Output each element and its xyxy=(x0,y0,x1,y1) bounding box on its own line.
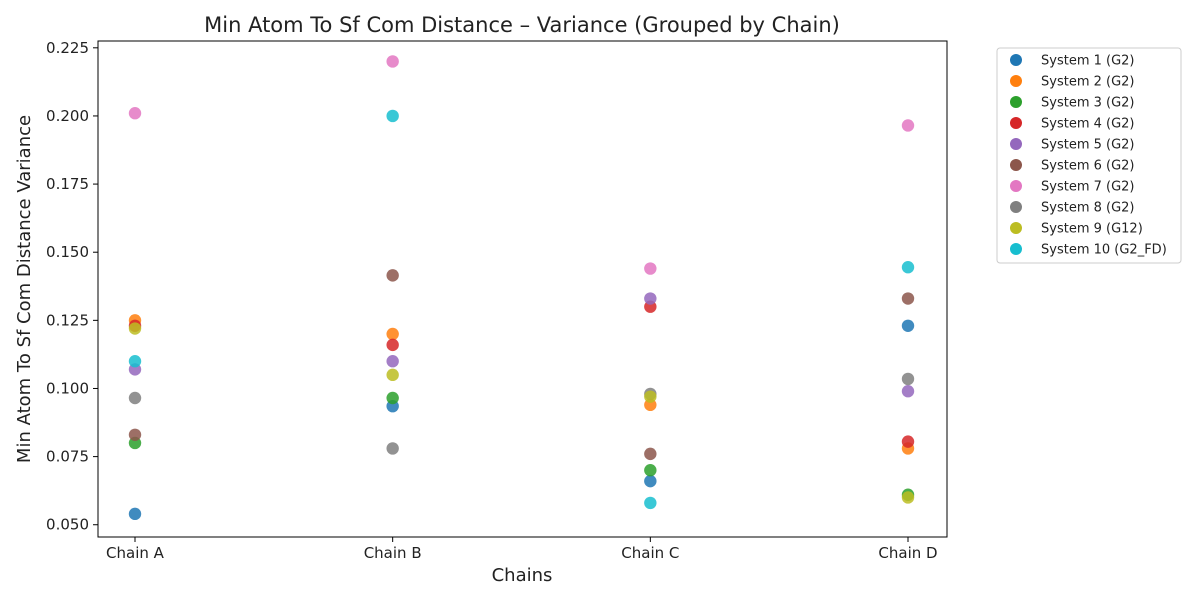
legend-label: System 7 (G2) xyxy=(1041,180,1135,195)
legend-label: System 5 (G2) xyxy=(1041,138,1135,153)
x-tick-label: Chain A xyxy=(106,544,165,562)
data-point xyxy=(128,107,142,120)
data-point xyxy=(644,262,657,275)
data-point xyxy=(901,319,915,332)
legend-label: System 9 (G12) xyxy=(1041,222,1143,237)
data-point xyxy=(644,464,657,477)
data-point xyxy=(386,355,399,368)
data-point xyxy=(644,474,657,488)
y-tick-label: 0.225 xyxy=(46,39,89,57)
data-point xyxy=(644,496,657,510)
data-point xyxy=(128,428,142,442)
x-tick-label: Chain B xyxy=(364,544,422,562)
legend-label: System 1 (G2) xyxy=(1041,54,1135,69)
data-point xyxy=(386,391,399,405)
legend-marker xyxy=(1010,96,1022,108)
y-axis-title: Min Atom To Sf Com Distance Variance xyxy=(14,115,35,463)
data-point xyxy=(386,109,399,123)
data-point xyxy=(128,322,142,335)
data-point xyxy=(901,119,915,132)
data-points xyxy=(128,55,915,521)
legend-marker xyxy=(1010,75,1022,87)
legend: System 1 (G2) System 2 (G2) System 3 (G2) S… xyxy=(996,47,1182,264)
y-tick-label: 0.050 xyxy=(46,516,89,534)
legend-marker xyxy=(1010,159,1022,171)
data-point xyxy=(901,260,915,274)
data-point xyxy=(386,442,399,455)
x-axis-title: Chains xyxy=(492,565,553,586)
data-point xyxy=(386,338,399,352)
legend-marker xyxy=(1010,54,1022,66)
data-point xyxy=(901,372,915,386)
data-point xyxy=(901,292,915,305)
legend-label: System 4 (G2) xyxy=(1041,117,1135,132)
data-point xyxy=(386,327,399,341)
legend-marker xyxy=(1010,222,1022,234)
y-tick-label: 0.100 xyxy=(46,379,89,397)
legend-label: System 10 (G2_FD) xyxy=(1041,243,1167,258)
y-tick-label: 0.125 xyxy=(46,311,89,329)
legend-label: System 3 (G2) xyxy=(1041,96,1135,111)
y-tick-label: 0.175 xyxy=(46,175,89,193)
data-point xyxy=(128,507,142,521)
data-point xyxy=(386,269,399,282)
legend-marker xyxy=(1010,243,1022,255)
y-tick-label: 0.150 xyxy=(46,243,89,261)
data-point xyxy=(901,384,915,398)
chart-title: Min Atom To Sf Com Distance – Variance (… xyxy=(204,13,840,37)
data-point xyxy=(901,491,915,504)
data-point xyxy=(386,55,399,68)
legend-marker xyxy=(1010,180,1022,192)
y-tick-label: 0.200 xyxy=(46,107,89,125)
x-tick-label: Chain D xyxy=(878,544,937,562)
legend-label: System 2 (G2) xyxy=(1041,75,1135,90)
y-axis: 0.050 0.075 0.100 0.125 0.150 0.175 0.200 0.225 xyxy=(46,39,98,534)
legend-marker xyxy=(1010,201,1022,213)
data-point xyxy=(128,355,142,368)
data-point xyxy=(901,435,915,448)
legend-label: System 8 (G2) xyxy=(1041,201,1135,216)
y-tick-label: 0.075 xyxy=(46,448,89,466)
data-point xyxy=(644,390,657,403)
x-tick-label: Chain C xyxy=(621,544,679,562)
data-point xyxy=(644,447,657,461)
legend-marker xyxy=(1010,117,1022,129)
x-axis: Chain A Chain B Chain C Chain D xyxy=(106,537,938,562)
legend-frame xyxy=(996,47,1182,264)
data-point xyxy=(386,368,399,382)
data-point xyxy=(128,391,142,405)
legend-label: System 6 (G2) xyxy=(1041,159,1135,174)
legend-marker xyxy=(1010,138,1022,150)
data-point xyxy=(644,292,657,305)
plot-area xyxy=(97,40,948,538)
